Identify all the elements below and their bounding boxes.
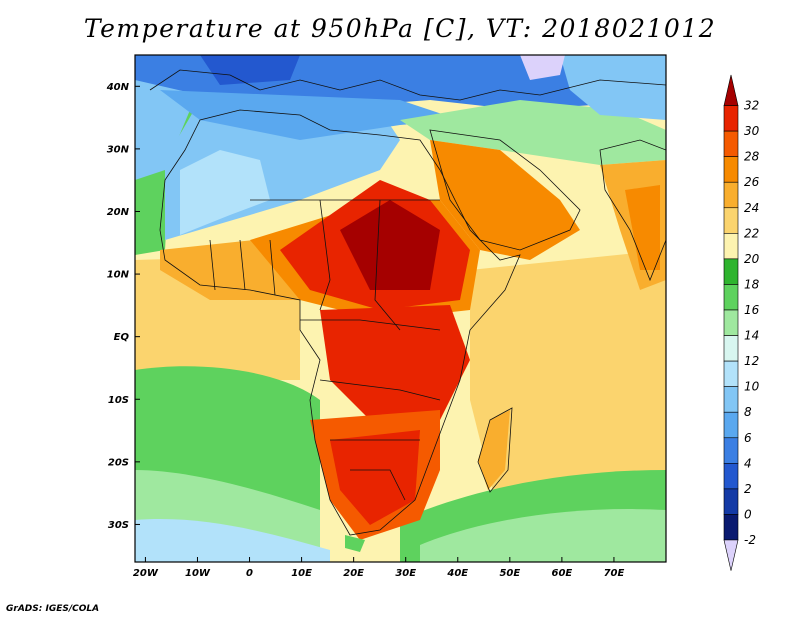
latitude-label: EQ [114, 332, 130, 343]
colorbar-label: 28 [744, 150, 760, 164]
india-hot [625, 185, 660, 270]
longitude-label: 70E [604, 568, 625, 579]
country-borders [149, 69, 666, 536]
colorbar-box [723, 463, 739, 490]
madagascar-warm [478, 410, 510, 490]
latitude-label: 20N [107, 207, 130, 218]
colorbar-box [723, 284, 739, 311]
colorbar-label: 26 [744, 175, 760, 189]
longitude-label: 0 [246, 568, 253, 579]
colorbar-top-cap [723, 74, 739, 106]
colorbar-label: 0 [744, 507, 752, 521]
colorbar-label: 24 [744, 201, 759, 215]
latitude-label: 40N [106, 82, 130, 93]
colorbar-box [723, 181, 739, 209]
longitude-label: 50E [499, 568, 520, 579]
interior-border-8 [209, 239, 276, 296]
europe-coastline [149, 69, 666, 101]
colorbar-label: 4 [744, 456, 752, 470]
sudan-hottest [340, 200, 440, 290]
southern-africa-core [330, 430, 420, 525]
colorbar-bottom-cap [723, 539, 739, 571]
arabia-coastline [429, 129, 581, 251]
africa-coastline [159, 109, 521, 536]
colorbar-label: 14 [744, 329, 759, 343]
sahara-colder [180, 150, 270, 235]
arabia-warm [430, 140, 580, 260]
colorbar-box [723, 105, 739, 132]
longitude-label: 60E [552, 568, 573, 579]
congo-hot [320, 305, 470, 420]
interior-border-3 [374, 199, 401, 331]
indian-ocean-band [470, 250, 666, 520]
longitude-label: 20W [133, 568, 159, 579]
colorbar-box [723, 488, 739, 515]
colorbar-label: 10 [744, 380, 760, 394]
interior-border-2 [319, 199, 331, 311]
longitude-label: 10W [185, 568, 211, 579]
latitude-label: 30S [108, 520, 129, 531]
colorbar-box [723, 156, 739, 183]
southern-ocean-cold [420, 509, 666, 562]
colorbar-box [723, 514, 739, 541]
temperature-field [135, 55, 666, 562]
colorbar-label: 8 [744, 405, 752, 419]
colorbar-box [723, 360, 739, 387]
interior-border-4 [300, 319, 441, 331]
latitude-label: 30N [107, 144, 130, 155]
colorbar-box [723, 233, 739, 260]
colorbar-label: 6 [744, 431, 752, 445]
colorbar-label: 30 [744, 124, 760, 138]
colorbar-box [723, 309, 739, 336]
latitude-label: 20S [108, 457, 129, 468]
colorbar-label: 2 [744, 482, 752, 496]
europe-colder [200, 55, 300, 85]
longitude-label: 20E [343, 568, 364, 579]
map-title: Temperature at 950hPa [C], VT: 201802101… [83, 14, 717, 43]
cape-cool [345, 535, 365, 552]
longitude-label: 40E [446, 568, 468, 579]
madagascar-coastline [477, 407, 513, 493]
interior-border-7 [350, 469, 406, 501]
interior-border-5 [319, 379, 441, 401]
colorbar-box [723, 258, 739, 285]
longitude-label: 10E [291, 568, 312, 579]
colorbar-label: 20 [744, 252, 760, 266]
mediterranean-cool [160, 90, 460, 140]
colorbar-label: -2 [744, 533, 756, 547]
colorbar-box [723, 437, 739, 464]
asia-highland-cold [560, 55, 666, 120]
colorbar-label: 32 [744, 99, 759, 113]
colorbar-box [723, 411, 739, 439]
latitude-label: 10S [108, 395, 129, 406]
latitude-label: 10N [107, 270, 130, 281]
latitude-labels: 40N 30N 20N 10N EQ 10S 20S 30S [106, 82, 140, 531]
levant-cool [400, 100, 666, 165]
colorbar-label: 16 [744, 303, 760, 317]
colorbar-label: 22 [744, 226, 759, 240]
grads-credit: GrADS: IGES/COLA [6, 604, 100, 614]
plot-frame [134, 54, 667, 563]
colorbar-box [723, 386, 739, 413]
colorbar-label: 12 [744, 354, 759, 368]
colorbar-box [723, 130, 739, 157]
longitude-labels: 20W 10W 0 10E 20E 30E 40E 50E 60E 70E [133, 557, 625, 579]
longitude-label: 30E [395, 568, 416, 579]
colorbar-box [723, 335, 739, 362]
colorbar-box [723, 207, 739, 234]
colorbar-label: 18 [744, 277, 760, 291]
south-atlantic-coldest [135, 519, 330, 562]
india-coastline [599, 139, 666, 282]
caspian-cold [520, 55, 565, 80]
